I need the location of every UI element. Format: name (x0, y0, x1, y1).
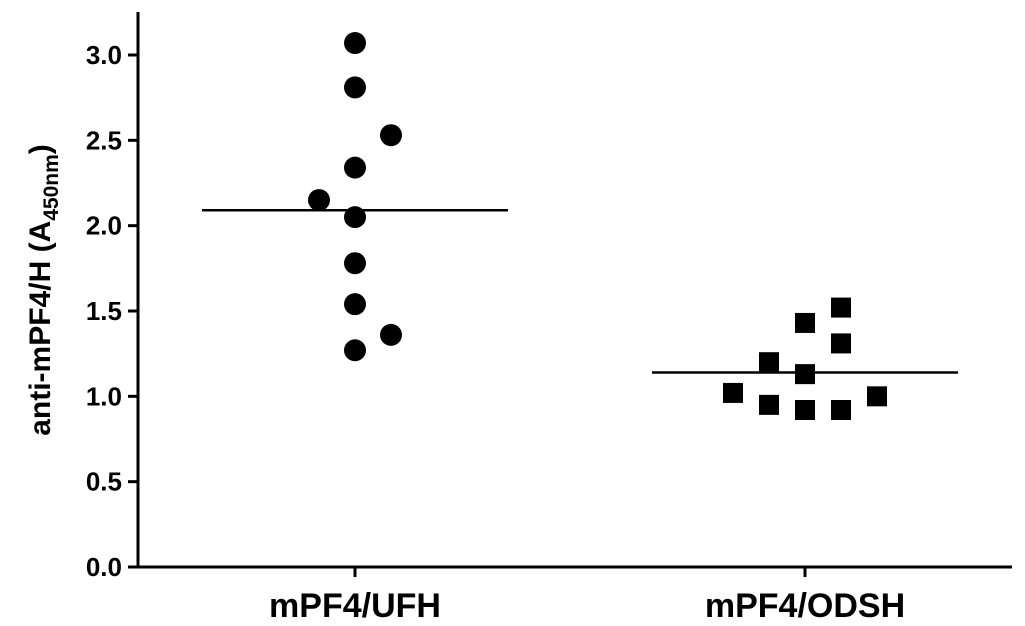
x-category-label: mPF4/UFH (269, 587, 441, 625)
y-tick-label: 1.0 (86, 381, 122, 411)
y-tick-label: 0.0 (86, 552, 122, 582)
data-points (308, 32, 887, 420)
data-point-square (831, 297, 851, 318)
y-axis-title-close: ) (24, 144, 57, 154)
y-tick-label: 0.5 (86, 467, 122, 497)
data-point-square (759, 394, 779, 415)
data-point-circle (380, 124, 402, 147)
data-point-square (795, 364, 815, 385)
axes (136, 12, 1012, 569)
data-point-square (795, 399, 815, 420)
data-point-circle (344, 76, 366, 99)
data-point-circle (380, 323, 402, 346)
data-point-circle (344, 293, 366, 316)
x-category-label: mPF4/ODSH (705, 587, 905, 625)
y-tick-label: 2.0 (86, 211, 122, 241)
data-point-square (723, 382, 743, 403)
y-ticks: 0.0 0.5 1.0 1.5 2.0 2.5 3.0 (86, 40, 138, 582)
data-point-circle (344, 339, 366, 362)
data-point-square (795, 312, 815, 333)
data-point-circle (344, 252, 366, 275)
data-point-circle (344, 32, 366, 55)
data-point-square (759, 352, 779, 373)
y-axis-title-subscript: 450nm (40, 154, 63, 221)
y-tick-label: 3.0 (86, 40, 122, 70)
data-point-circle (308, 189, 330, 212)
y-axis-title-main: anti-mPF4/H (A (24, 221, 57, 436)
y-tick-label: 2.5 (86, 125, 122, 155)
data-point-square (831, 333, 851, 354)
data-point-square (867, 386, 887, 407)
y-tick-label: 1.5 (86, 296, 122, 326)
data-point-circle (344, 156, 366, 179)
x-category-labels: mPF4/UFH mPF4/ODSH (269, 567, 905, 625)
data-point-square (831, 399, 851, 420)
y-axis-title: anti-mPF4/H (A450nm) (24, 144, 63, 436)
data-point-circle (344, 206, 366, 229)
